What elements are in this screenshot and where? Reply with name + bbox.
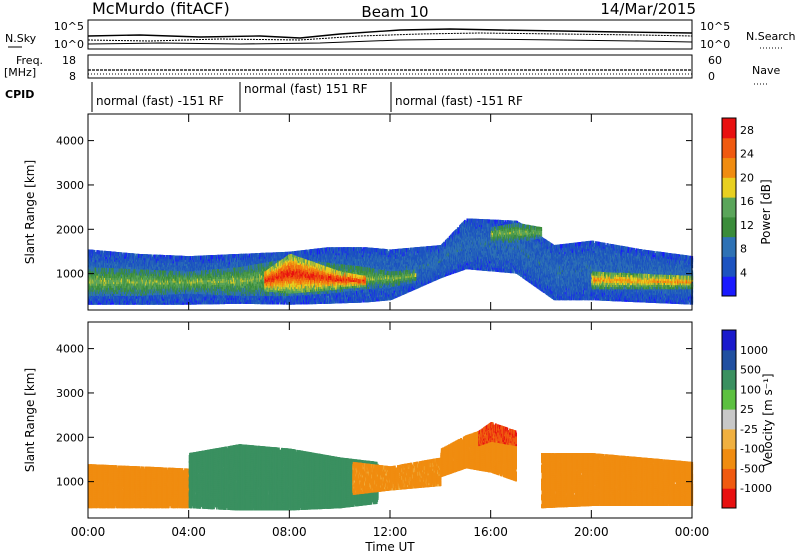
nsky-label: N.Sky — [5, 32, 37, 45]
date-title: 14/Mar/2015 — [600, 0, 696, 18]
freq-tick-top: 18 — [62, 54, 76, 67]
nsearch-label: N.Search — [746, 30, 796, 43]
freq-strip: Freq. [MHz] 18 8 60 0 Nave — [4, 54, 780, 84]
nsky-tick-top: 10^5 — [54, 20, 84, 33]
freq-strip-frame — [88, 55, 692, 78]
cpid-strip: CPID normal (fast) -151 RF normal (fast)… — [5, 82, 523, 112]
radar-summary-plot: McMurdo (fitACF) Beam 10 14/Mar/2015 N.S… — [0, 0, 800, 554]
noise-strip: N.Sky 10^5 10^0 10^5 10^0 N.Search — [5, 20, 796, 51]
nsky-tick-bottom: 10^0 — [54, 38, 84, 51]
cpid-segment-3: normal (fast) -151 RF — [395, 94, 523, 108]
nsearch-trace — [88, 33, 692, 41]
freq-unit: [MHz] — [4, 66, 36, 79]
cpid-label: CPID — [5, 88, 34, 101]
beam-title: Beam 10 — [361, 3, 428, 21]
nave-tick-top: 60 — [708, 54, 722, 67]
station-title: McMurdo (fitACF) — [92, 0, 230, 18]
power-scatter — [88, 219, 693, 305]
nsky-trace — [88, 29, 692, 38]
cpid-segment-2: normal (fast) 151 RF — [244, 82, 368, 96]
nsearch-tick-top: 10^5 — [700, 20, 730, 33]
cpid-segment-1: normal (fast) -151 RF — [96, 94, 224, 108]
freq-tick-bottom: 8 — [69, 70, 76, 83]
nsearch-tick-bottom: 10^0 — [700, 38, 730, 51]
nave-tick-bottom: 0 — [708, 70, 715, 83]
nave-label: Nave — [752, 64, 780, 77]
